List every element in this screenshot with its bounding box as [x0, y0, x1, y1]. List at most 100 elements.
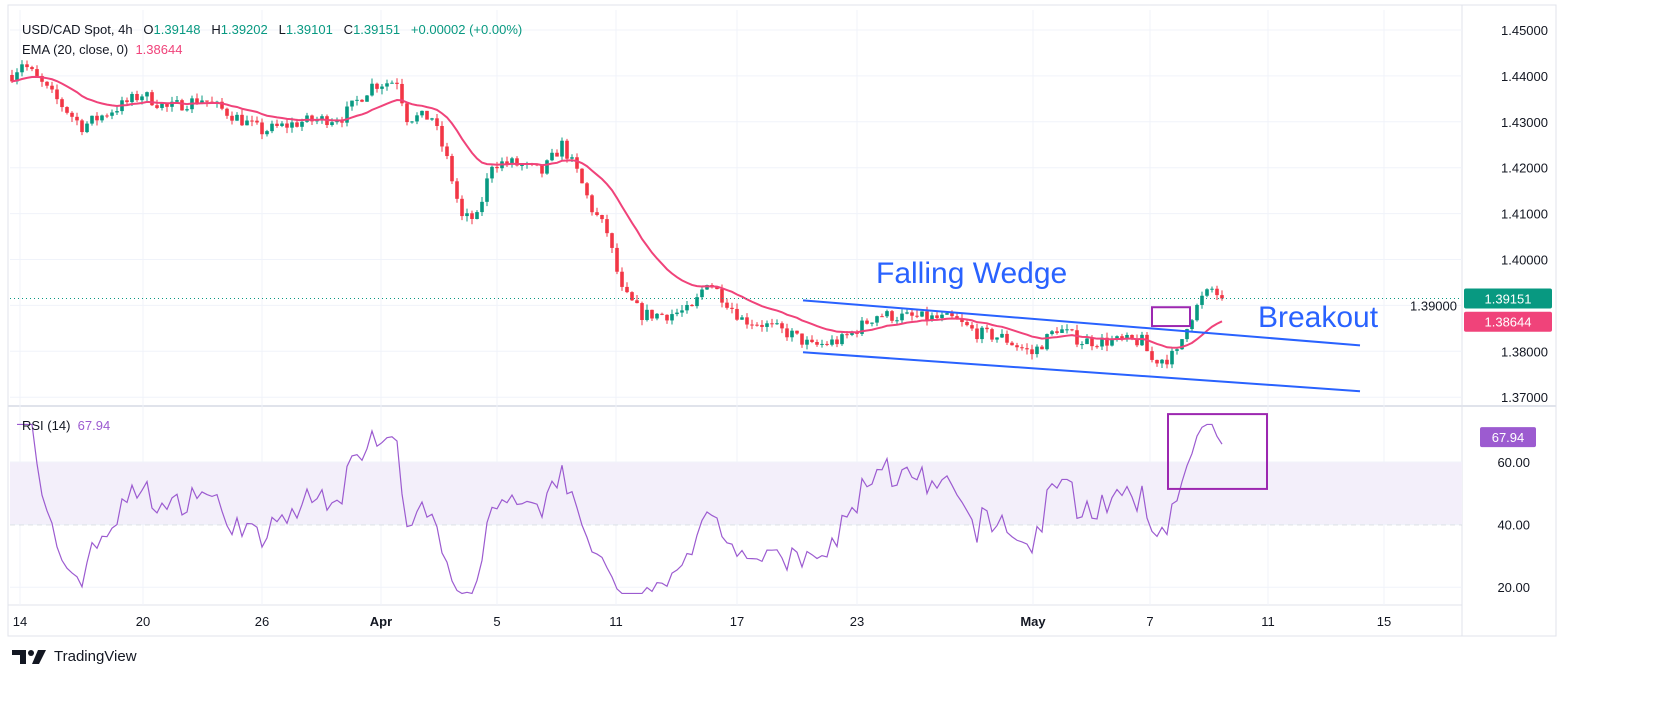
- candle-body: [70, 112, 74, 117]
- candle-body: [670, 314, 674, 321]
- candle: [810, 335, 814, 344]
- wedge-trendline: [802, 299, 1361, 347]
- candle: [265, 129, 269, 137]
- candle: [100, 114, 104, 123]
- candle-body: [540, 165, 544, 174]
- rsi-tick-label: 20.00: [1497, 580, 1530, 595]
- rsi-tick-label: 40.00: [1497, 518, 1530, 533]
- low-value: 1.39101: [285, 22, 333, 37]
- price-tick-label: 1.38000: [1501, 344, 1548, 359]
- candle-body: [480, 201, 484, 213]
- candle-body: [820, 343, 824, 345]
- candle: [245, 115, 249, 126]
- breakout-label: Breakout: [1258, 301, 1379, 334]
- candle-body: [105, 115, 109, 117]
- candle-body: [40, 75, 44, 82]
- candle-body: [440, 125, 444, 147]
- candle: [350, 100, 354, 111]
- candle: [450, 153, 454, 185]
- candle-body: [585, 183, 589, 196]
- candle: [595, 207, 599, 217]
- candle-body: [975, 328, 979, 340]
- candle: [1135, 334, 1139, 348]
- candle-body: [565, 140, 569, 159]
- candle-body: [235, 114, 239, 121]
- candle-body: [125, 100, 129, 103]
- candle: [490, 165, 494, 183]
- breakout-box: [1151, 306, 1191, 328]
- rsi-highlight-box: [1167, 413, 1268, 490]
- open-value: 1.39148: [153, 22, 201, 37]
- candle-body: [970, 325, 974, 329]
- candle: [370, 78, 374, 97]
- candle-body: [170, 101, 174, 107]
- candle: [35, 65, 39, 77]
- candle: [875, 315, 879, 327]
- rsi-legend[interactable]: RSI (14) 67.94: [22, 418, 110, 433]
- tradingview-logo[interactable]: TradingView: [12, 648, 137, 665]
- candle: [145, 91, 149, 101]
- candle-body: [200, 100, 204, 104]
- candle: [1005, 330, 1009, 346]
- ema-legend[interactable]: EMA (20, close, 0) 1.38644: [22, 42, 182, 57]
- candle-body: [765, 323, 769, 327]
- candle: [1175, 347, 1179, 355]
- candle-body: [560, 140, 564, 157]
- candle: [725, 298, 729, 310]
- time-tick-label: 17: [730, 614, 744, 629]
- candle: [560, 137, 564, 161]
- tradingview-icon: [12, 649, 46, 664]
- rsi-value-badge-text: 67.94: [1492, 430, 1525, 445]
- candle: [610, 232, 614, 253]
- candle: [305, 112, 309, 123]
- candle: [700, 287, 704, 300]
- candle: [1200, 291, 1204, 309]
- falling-wedge-label: Falling Wedge: [876, 257, 1067, 290]
- candle-body: [1190, 320, 1194, 330]
- candle-body: [1145, 334, 1149, 352]
- candle-body: [405, 103, 409, 123]
- candle-body: [925, 311, 929, 321]
- candle: [400, 78, 404, 107]
- brand-name: TradingView: [54, 648, 137, 665]
- candle-body: [140, 96, 144, 101]
- candle: [995, 337, 999, 343]
- candle-body: [285, 123, 289, 128]
- candle-body: [100, 115, 104, 121]
- candle: [910, 308, 914, 321]
- candle: [440, 121, 444, 152]
- candle-body: [1085, 338, 1089, 345]
- candle: [985, 324, 989, 333]
- candle-body: [10, 74, 14, 82]
- candle-body: [1175, 349, 1179, 351]
- candle-body: [945, 313, 949, 315]
- candle: [385, 79, 389, 91]
- candle-body: [550, 152, 554, 161]
- candle-body: [430, 118, 434, 120]
- candle: [565, 138, 569, 163]
- candle-body: [90, 115, 94, 124]
- last-price-badge: [1464, 288, 1552, 309]
- candle-body: [50, 85, 54, 90]
- candle: [115, 106, 119, 115]
- candle-body: [155, 105, 159, 108]
- candle: [255, 116, 259, 125]
- candle: [1015, 342, 1019, 351]
- candle: [770, 318, 774, 328]
- candle-body: [195, 98, 199, 104]
- candle: [1220, 290, 1224, 301]
- rsi-value: 67.94: [77, 418, 111, 433]
- candle: [575, 153, 579, 173]
- candle: [1065, 324, 1069, 334]
- candle-body: [575, 157, 579, 169]
- candle: [775, 319, 779, 325]
- time-tick-label: 14: [13, 614, 27, 629]
- candle: [900, 309, 904, 323]
- time-tick-label: Apr: [370, 614, 392, 629]
- candle-body: [225, 108, 229, 116]
- candle: [415, 112, 419, 125]
- candle-body: [1080, 344, 1084, 346]
- candle-body: [1005, 333, 1009, 343]
- candle-body: [230, 115, 234, 121]
